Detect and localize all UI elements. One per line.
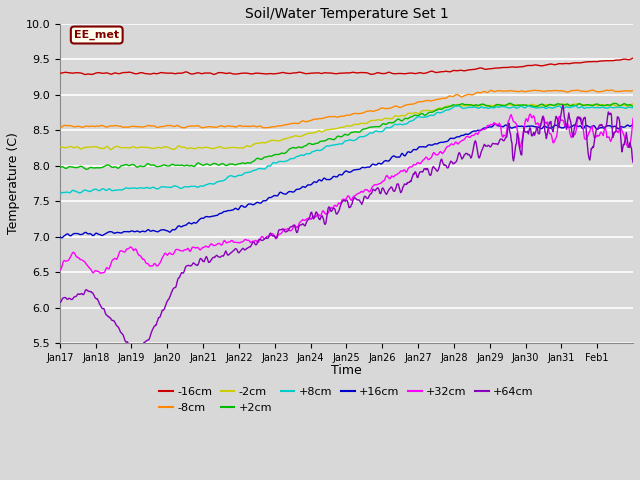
Y-axis label: Temperature (C): Temperature (C) <box>7 132 20 234</box>
Title: Soil/Water Temperature Set 1: Soil/Water Temperature Set 1 <box>244 7 449 21</box>
Text: EE_met: EE_met <box>74 30 119 40</box>
X-axis label: Time: Time <box>331 364 362 377</box>
Legend: -16cm, -8cm, -2cm, +2cm, +8cm, +16cm, +32cm, +64cm: -16cm, -8cm, -2cm, +2cm, +8cm, +16cm, +3… <box>155 383 538 417</box>
